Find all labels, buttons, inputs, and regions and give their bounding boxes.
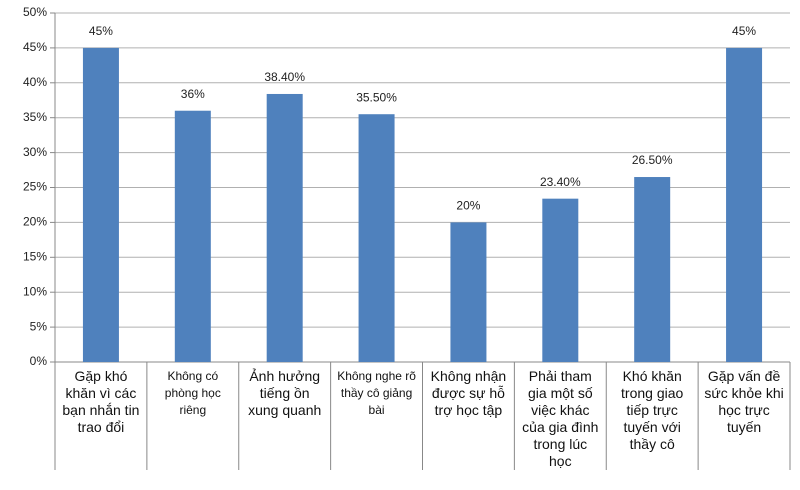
x-tick-label: Phải tham gia một số việc khác của gia đ… <box>522 368 599 469</box>
value-label: 23.40% <box>540 175 581 189</box>
bar <box>82 47 119 363</box>
y-tick-label: 15% <box>23 249 47 263</box>
x-tick-label: Ảnh hưởng tiếng ồn xung quanh <box>248 368 322 418</box>
value-label: 36% <box>181 87 205 101</box>
bar <box>726 47 763 363</box>
value-label: 45% <box>89 24 113 38</box>
y-tick-label: 30% <box>23 145 47 159</box>
bar <box>174 110 211 362</box>
value-label: 26.50% <box>632 153 673 167</box>
x-tick-label: Không nhận được sự hỗ trợ học tập <box>430 368 507 418</box>
value-label: 38.40% <box>264 70 305 84</box>
y-tick-label: 50% <box>23 5 47 19</box>
x-tick-label: Khó khăn trong giao tiếp trực tuyến với … <box>621 368 684 452</box>
value-label: 45% <box>732 24 756 38</box>
y-tick-label: 40% <box>23 75 47 89</box>
value-label: 35.50% <box>356 90 397 104</box>
y-tick-label: 10% <box>23 284 47 298</box>
x-tick-label: Gặp vấn đề sức khỏe khi học trực tuyến <box>704 368 784 435</box>
y-tick-label: 35% <box>23 110 47 124</box>
x-tick-label: Gặp khó khăn vì các bạn nhắn tin trao đổ… <box>62 368 140 435</box>
y-tick-label: 20% <box>23 215 47 229</box>
bar <box>634 177 671 362</box>
bar <box>542 198 579 362</box>
bar <box>450 222 487 362</box>
y-tick-label: 45% <box>23 40 47 54</box>
bar <box>358 114 395 363</box>
y-tick-label: 0% <box>30 354 48 368</box>
value-label: 20% <box>456 199 480 213</box>
y-tick-label: 5% <box>30 319 48 333</box>
x-tick-label: Không nghe rõ thầy cô giảng bài <box>337 369 416 417</box>
y-tick-label: 25% <box>23 180 47 194</box>
x-tick-label: Không có phòng học riêng <box>164 369 221 417</box>
bar <box>266 93 303 362</box>
